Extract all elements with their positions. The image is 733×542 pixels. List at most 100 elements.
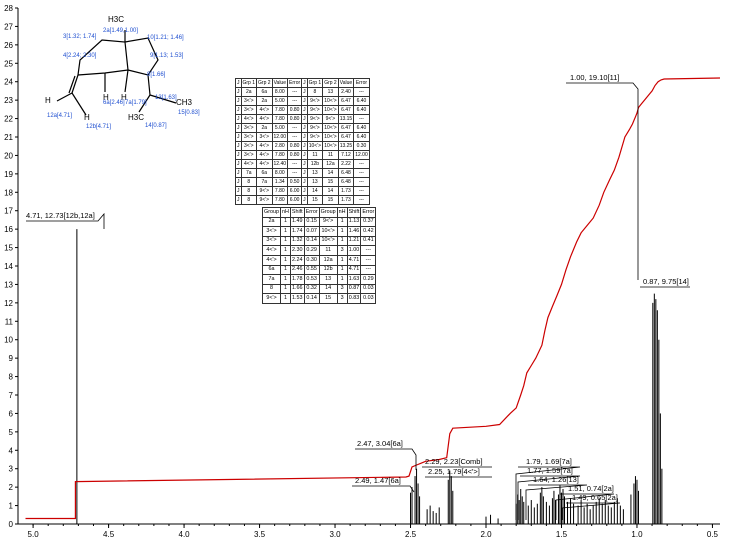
coupling-row: J 8 9<'> 7.80 6.00 J 14 14 1.73 ---: [235, 186, 370, 196]
coupling-cell: 6a: [256, 168, 273, 178]
coupling-cell: 5.00: [271, 123, 289, 133]
coupling-cell: 4<'>: [256, 159, 273, 169]
annotation-label: 2.49, 1.47[6a]: [355, 476, 401, 485]
coupling-row: J 4<'> 4<'> 12.40 --- J 12b 12a 2.22 ---: [235, 159, 370, 169]
shift-cell: 0.83: [346, 293, 362, 304]
coupling-cell: 0.80: [287, 114, 303, 124]
coupling-header-cell: Error: [287, 78, 303, 88]
shift-cell: 15: [318, 293, 338, 304]
shift-cell: 7a: [262, 274, 281, 285]
coupling-cell: 9<'>: [306, 123, 324, 133]
coupling-cell: 1.34: [271, 177, 289, 187]
integral-curve: [25, 77, 721, 520]
coupling-cell: 4<'>: [256, 141, 273, 151]
coupling-cell: 14: [306, 186, 324, 196]
coupling-row: J 8 7a 1.34 0.50 J 13 15 6.48 ---: [235, 177, 370, 187]
shift-cell: 1: [279, 216, 291, 228]
x-tick-label: 4.0: [179, 530, 191, 539]
annotation-leader: [352, 485, 415, 493]
shift-cell: 3<'>: [262, 226, 281, 237]
coupling-row: J 3<'> 4<'> 7.80 0.80 J 11 11 7.12 12.00: [235, 150, 370, 160]
shift-cell: 1: [336, 235, 348, 247]
shift-cell: 3<'>: [262, 235, 281, 247]
x-tick-label: 2.5: [405, 530, 417, 539]
coupling-cell: ---: [287, 123, 303, 133]
coupling-row: J 3<'> 2a 5.00 --- J 9<'> 10<'> 6.47 6.40: [235, 123, 370, 133]
coupling-cell: 7.12: [337, 150, 355, 160]
shift-header-cell: Shift: [346, 207, 362, 218]
shift-cell: 1: [279, 293, 291, 304]
molecule-structure: H3C 2a[1.49,1.00] 3[1.32; 1.74] 10[1.21; 1.…: [45, 15, 200, 130]
shift-cell: 0.29: [303, 245, 320, 256]
shift-header-cell: Shift: [289, 207, 305, 218]
coupling-cell: 15: [322, 177, 339, 187]
annotation-label: 4.71, 12.73[12b,12a]: [26, 211, 95, 220]
coupling-cell: 6.48: [337, 177, 355, 187]
shift-cell: 1.74: [289, 226, 305, 237]
coupling-cell: 6.47: [337, 105, 355, 115]
annotation-leader: [517, 475, 581, 520]
shift-cell: ---: [360, 264, 377, 276]
shift-row: 7a 1 1.78 0.53 13 1 1.63 0.29: [262, 274, 377, 285]
coupling-cell: 2a: [256, 96, 273, 106]
shift-cell: 1.32: [289, 235, 305, 247]
shift-cell: 10<'>: [318, 226, 338, 237]
structure-label: 9[1.13; 1.53]: [150, 53, 184, 59]
shift-cell: 1: [336, 274, 348, 285]
coupling-cell: 8.00: [271, 87, 289, 97]
coupling-cell: 12a: [322, 159, 339, 169]
coupling-row: J 7a 6a 8.00 --- J 13 14 6.48 ---: [235, 168, 370, 178]
coupling-cell: 4<'>: [256, 114, 273, 124]
shift-cell: 1.66: [289, 283, 305, 295]
coupling-cell: 10<'>: [322, 123, 339, 133]
coupling-cell: 3<'>: [240, 141, 258, 151]
y-tick-label: 12: [4, 299, 13, 308]
coupling-row: J 3<'> 4<'> 2.80 0.80 J 10<'> 10<'> 13.25 0.30: [235, 141, 370, 151]
shift-cell: 4<'>: [262, 245, 281, 256]
annotation-label: 1.79, 1.69[7a]: [526, 457, 572, 466]
coupling-cell: 12b: [306, 159, 324, 169]
annotation-label: 0.87, 9.75[14]: [643, 277, 689, 286]
y-tick-label: 14: [4, 262, 13, 271]
shift-cell: ---: [360, 254, 377, 266]
y-tick-label: 3: [9, 465, 14, 474]
shift-cell: 4.71: [346, 254, 362, 266]
shift-cell: 3: [336, 293, 348, 304]
coupling-cell: 3<'>: [240, 123, 258, 133]
annotation-label: 1.49, 0.65[2a]: [572, 493, 618, 502]
coupling-cell: 6.40: [353, 123, 370, 133]
y-tick-label: 9: [9, 354, 14, 363]
annotation-leader: [26, 212, 105, 229]
structure-label: 15[0.83]: [178, 110, 200, 116]
coupling-cell: 9<'>: [256, 186, 273, 196]
coupling-cell: 12.40: [271, 159, 289, 169]
annotation-leader: [566, 82, 639, 280]
shift-cell: 1.53: [289, 293, 305, 304]
shift-row: 6a 1 2.46 0.55 12b 1 4.71 ---: [262, 264, 377, 276]
coupling-cell: 4<'>: [256, 150, 273, 160]
coupling-cell: 11: [322, 150, 339, 160]
y-tick-label: 25: [4, 59, 13, 68]
annotation-leader: [355, 448, 417, 470]
coupling-cell: 3<'>: [240, 105, 258, 115]
shift-cell: 1: [279, 254, 291, 266]
coupling-cell: 7.80: [271, 105, 289, 115]
coupling-cell: 2.40: [337, 87, 355, 97]
shift-cell: 1: [336, 264, 348, 276]
shift-header-cell: Group: [262, 207, 281, 218]
shift-cell: 0.32: [303, 283, 320, 295]
y-tick-label: 20: [4, 151, 13, 160]
structure-label: H: [84, 113, 90, 122]
shift-cell: 0.14: [303, 235, 320, 247]
shift-row: 4<'> 1 2.24 0.30 12a 1 4.71 ---: [262, 254, 377, 266]
coupling-cell: ---: [353, 186, 370, 196]
coupling-header-cell: Grp 1: [240, 78, 258, 88]
coupling-cell: 13.15: [337, 114, 355, 124]
coupling-cell: 7.80: [271, 114, 289, 124]
shift-cell: 1: [336, 216, 348, 228]
coupling-cell: 0.80: [287, 150, 303, 160]
structure-label: H: [45, 96, 51, 105]
shift-cell: 0.41: [360, 235, 377, 247]
